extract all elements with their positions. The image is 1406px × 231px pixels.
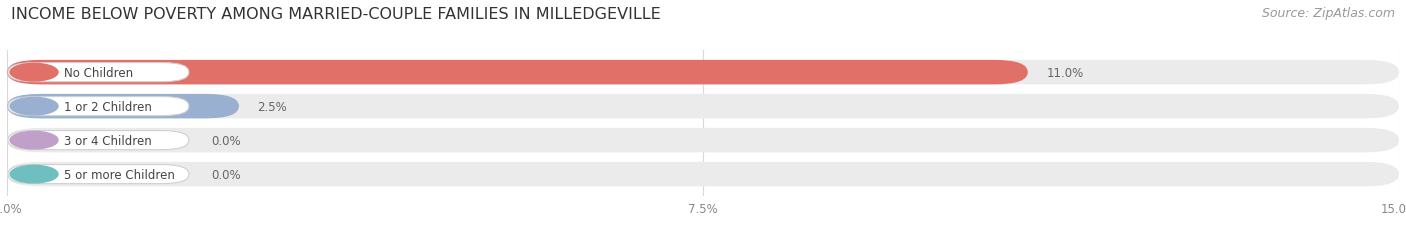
Circle shape [10, 64, 58, 82]
Text: Source: ZipAtlas.com: Source: ZipAtlas.com [1261, 7, 1395, 20]
FancyBboxPatch shape [7, 61, 1399, 85]
Circle shape [10, 166, 58, 183]
Text: 1 or 2 Children: 1 or 2 Children [63, 100, 152, 113]
Text: 2.5%: 2.5% [257, 100, 287, 113]
Text: 0.0%: 0.0% [211, 134, 240, 147]
Circle shape [10, 98, 58, 116]
FancyBboxPatch shape [8, 97, 188, 116]
Text: 5 or more Children: 5 or more Children [63, 168, 174, 181]
Text: No Children: No Children [63, 66, 134, 79]
Circle shape [10, 132, 58, 149]
Text: 0.0%: 0.0% [211, 168, 240, 181]
Text: INCOME BELOW POVERTY AMONG MARRIED-COUPLE FAMILIES IN MILLEDGEVILLE: INCOME BELOW POVERTY AMONG MARRIED-COUPL… [11, 7, 661, 22]
Text: 3 or 4 Children: 3 or 4 Children [63, 134, 152, 147]
FancyBboxPatch shape [7, 162, 1399, 187]
FancyBboxPatch shape [7, 61, 1028, 85]
FancyBboxPatch shape [8, 63, 188, 82]
FancyBboxPatch shape [7, 128, 1399, 153]
FancyBboxPatch shape [7, 94, 1399, 119]
Text: 11.0%: 11.0% [1046, 66, 1084, 79]
FancyBboxPatch shape [7, 94, 239, 119]
FancyBboxPatch shape [8, 165, 188, 184]
FancyBboxPatch shape [8, 131, 188, 150]
